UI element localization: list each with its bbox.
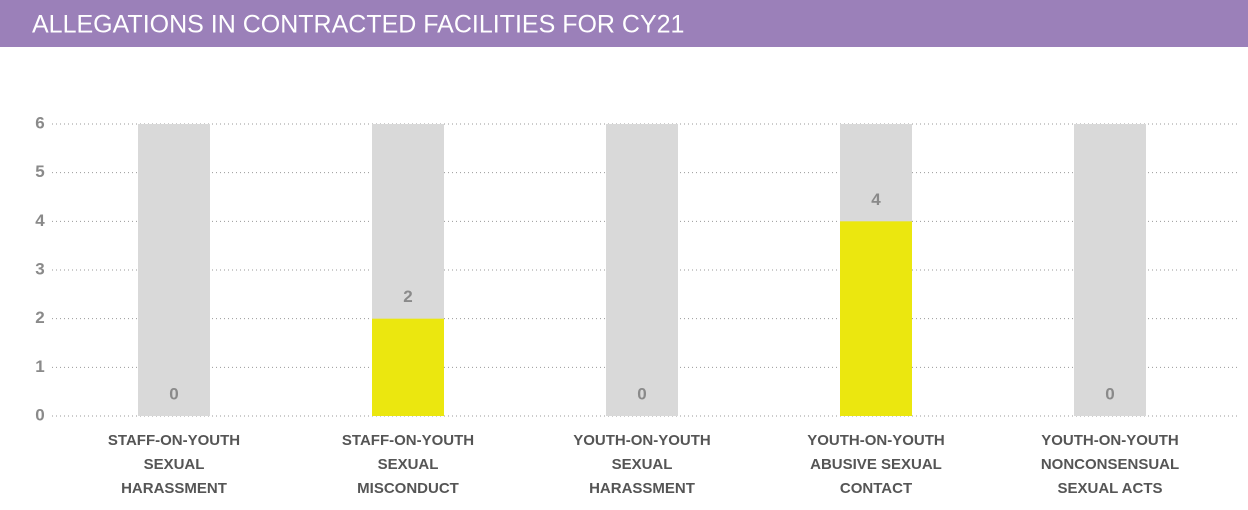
- x-tick-label: YOUTH-ON-YOUTH: [807, 432, 945, 449]
- x-tick-label: SEXUAL: [612, 456, 673, 473]
- x-tick-label: YOUTH-ON-YOUTH: [573, 432, 711, 449]
- y-tick-label: 3: [35, 259, 44, 278]
- x-tick-label: YOUTH-ON-YOUTH: [1041, 432, 1179, 449]
- x-tick-label: HARASSMENT: [589, 480, 695, 497]
- y-tick-label: 2: [35, 308, 44, 327]
- x-tick-label: CONTACT: [840, 480, 912, 497]
- y-tick-label: 5: [35, 162, 44, 181]
- x-tick-label: NONCONSENSUAL: [1041, 456, 1179, 473]
- bar-background: [606, 124, 678, 416]
- x-tick-label: MISCONDUCT: [357, 480, 459, 497]
- y-tick-label: 6: [35, 113, 44, 132]
- x-tick-label: SEXUAL ACTS: [1057, 480, 1162, 497]
- x-tick-label: STAFF-ON-YOUTH: [108, 432, 240, 449]
- header-band: [0, 0, 1248, 47]
- bar-background: [138, 124, 210, 416]
- y-tick-label: 4: [35, 211, 45, 230]
- x-tick-label: ABUSIVE SEXUAL: [810, 456, 942, 473]
- value-label: 0: [637, 384, 646, 403]
- y-tick-label: 1: [35, 357, 44, 376]
- bar: [372, 318, 444, 416]
- bar-background: [1074, 124, 1146, 416]
- value-label: 2: [403, 287, 412, 306]
- x-tick-label: SEXUAL: [378, 456, 439, 473]
- x-tick-label: HARASSMENT: [121, 480, 227, 497]
- value-label: 0: [1105, 384, 1114, 403]
- y-tick-label: 0: [35, 405, 44, 424]
- x-tick-label: STAFF-ON-YOUTH: [342, 432, 474, 449]
- x-tick-label: SEXUAL: [144, 456, 205, 473]
- chart-title: ALLEGATIONS IN CONTRACTED FACILITIES FOR…: [32, 11, 684, 39]
- value-label: 4: [871, 190, 881, 209]
- value-label: 0: [169, 384, 178, 403]
- bar: [840, 221, 912, 416]
